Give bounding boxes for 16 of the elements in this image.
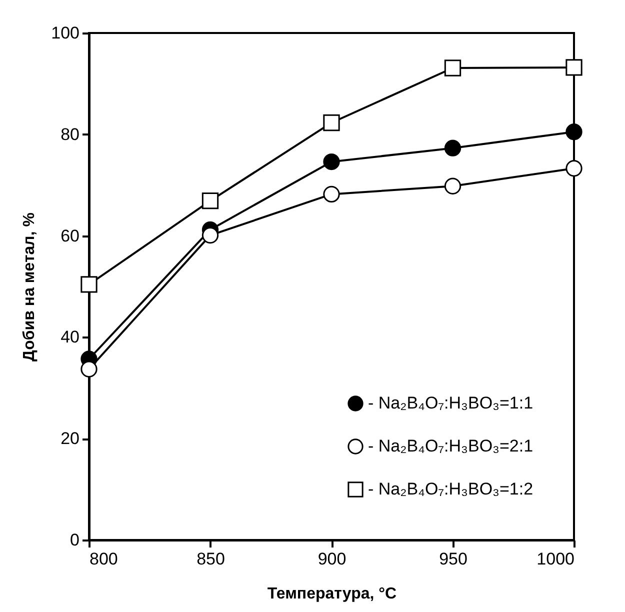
y-tick-label: 100 <box>51 24 80 42</box>
y-tick-label: 40 <box>60 328 80 347</box>
x-tick-label: 1000 <box>536 550 574 568</box>
x-tick-label: 800 <box>90 550 118 568</box>
y-tick-label: 60 <box>60 226 80 246</box>
y-tick-label: 80 <box>60 124 80 144</box>
y-axis-title: Добив на метал, % <box>21 212 38 362</box>
x-tick-label: 850 <box>196 550 225 568</box>
legend-label: - Na₂B₄O₇:H₃BO₃=1:2 <box>368 480 534 498</box>
x-axis-title: Температура, °C <box>267 586 398 602</box>
y-tick-label: 0 <box>70 530 80 550</box>
x-tick-label: 900 <box>318 550 346 568</box>
x-tick-label: 950 <box>439 550 468 568</box>
y-tick-label: 20 <box>60 429 80 448</box>
legend-label: - Na₂B₄O₇:H₃BO₃=1:1 <box>368 394 534 412</box>
legend-label: - Na₂B₄O₇:H₃BO₃=2:1 <box>368 436 534 456</box>
